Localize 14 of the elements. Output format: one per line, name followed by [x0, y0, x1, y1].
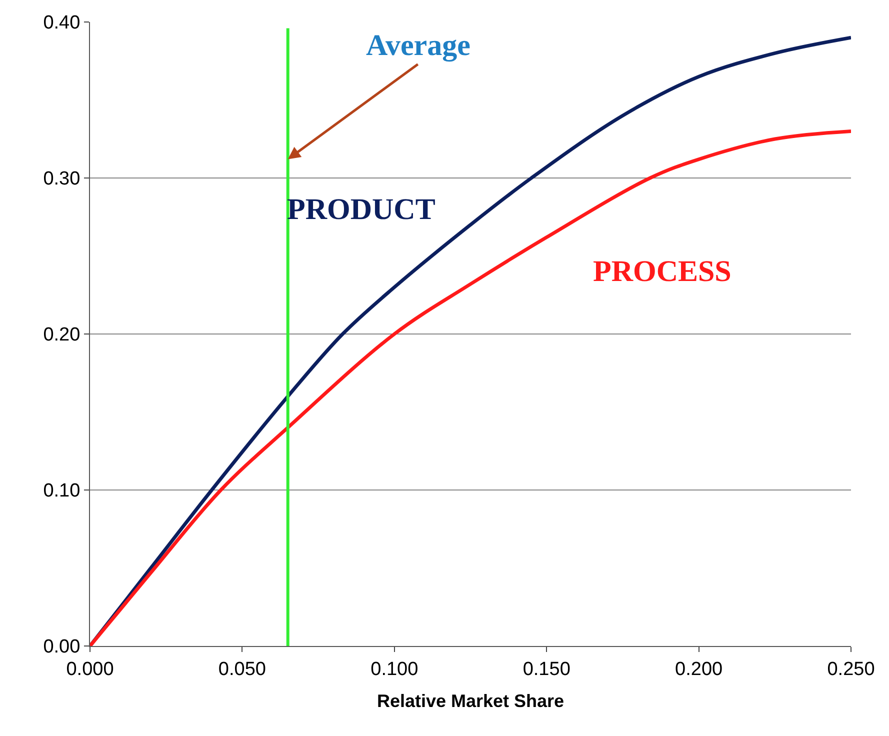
x-tick-label: 0.100	[370, 658, 418, 680]
x-tick-label: 0.150	[522, 658, 570, 680]
y-tick-label: 0.00	[43, 636, 80, 658]
x-tick-label: 0.050	[218, 658, 266, 680]
y-tick-label: 0.30	[43, 168, 80, 190]
y-tick-label: 0.10	[43, 480, 80, 502]
x-tick-label: 0.250	[827, 658, 875, 680]
ref-line-label: Average	[366, 29, 470, 62]
y-tick-label: 0.40	[43, 12, 80, 34]
x-tick-label: 0.000	[66, 658, 114, 680]
y-tick-label: 0.20	[43, 324, 80, 346]
x-axis-title: Relative Market Share	[376, 690, 564, 711]
x-tick-label: 0.200	[675, 658, 723, 680]
series-label: PROCESS	[593, 255, 732, 288]
